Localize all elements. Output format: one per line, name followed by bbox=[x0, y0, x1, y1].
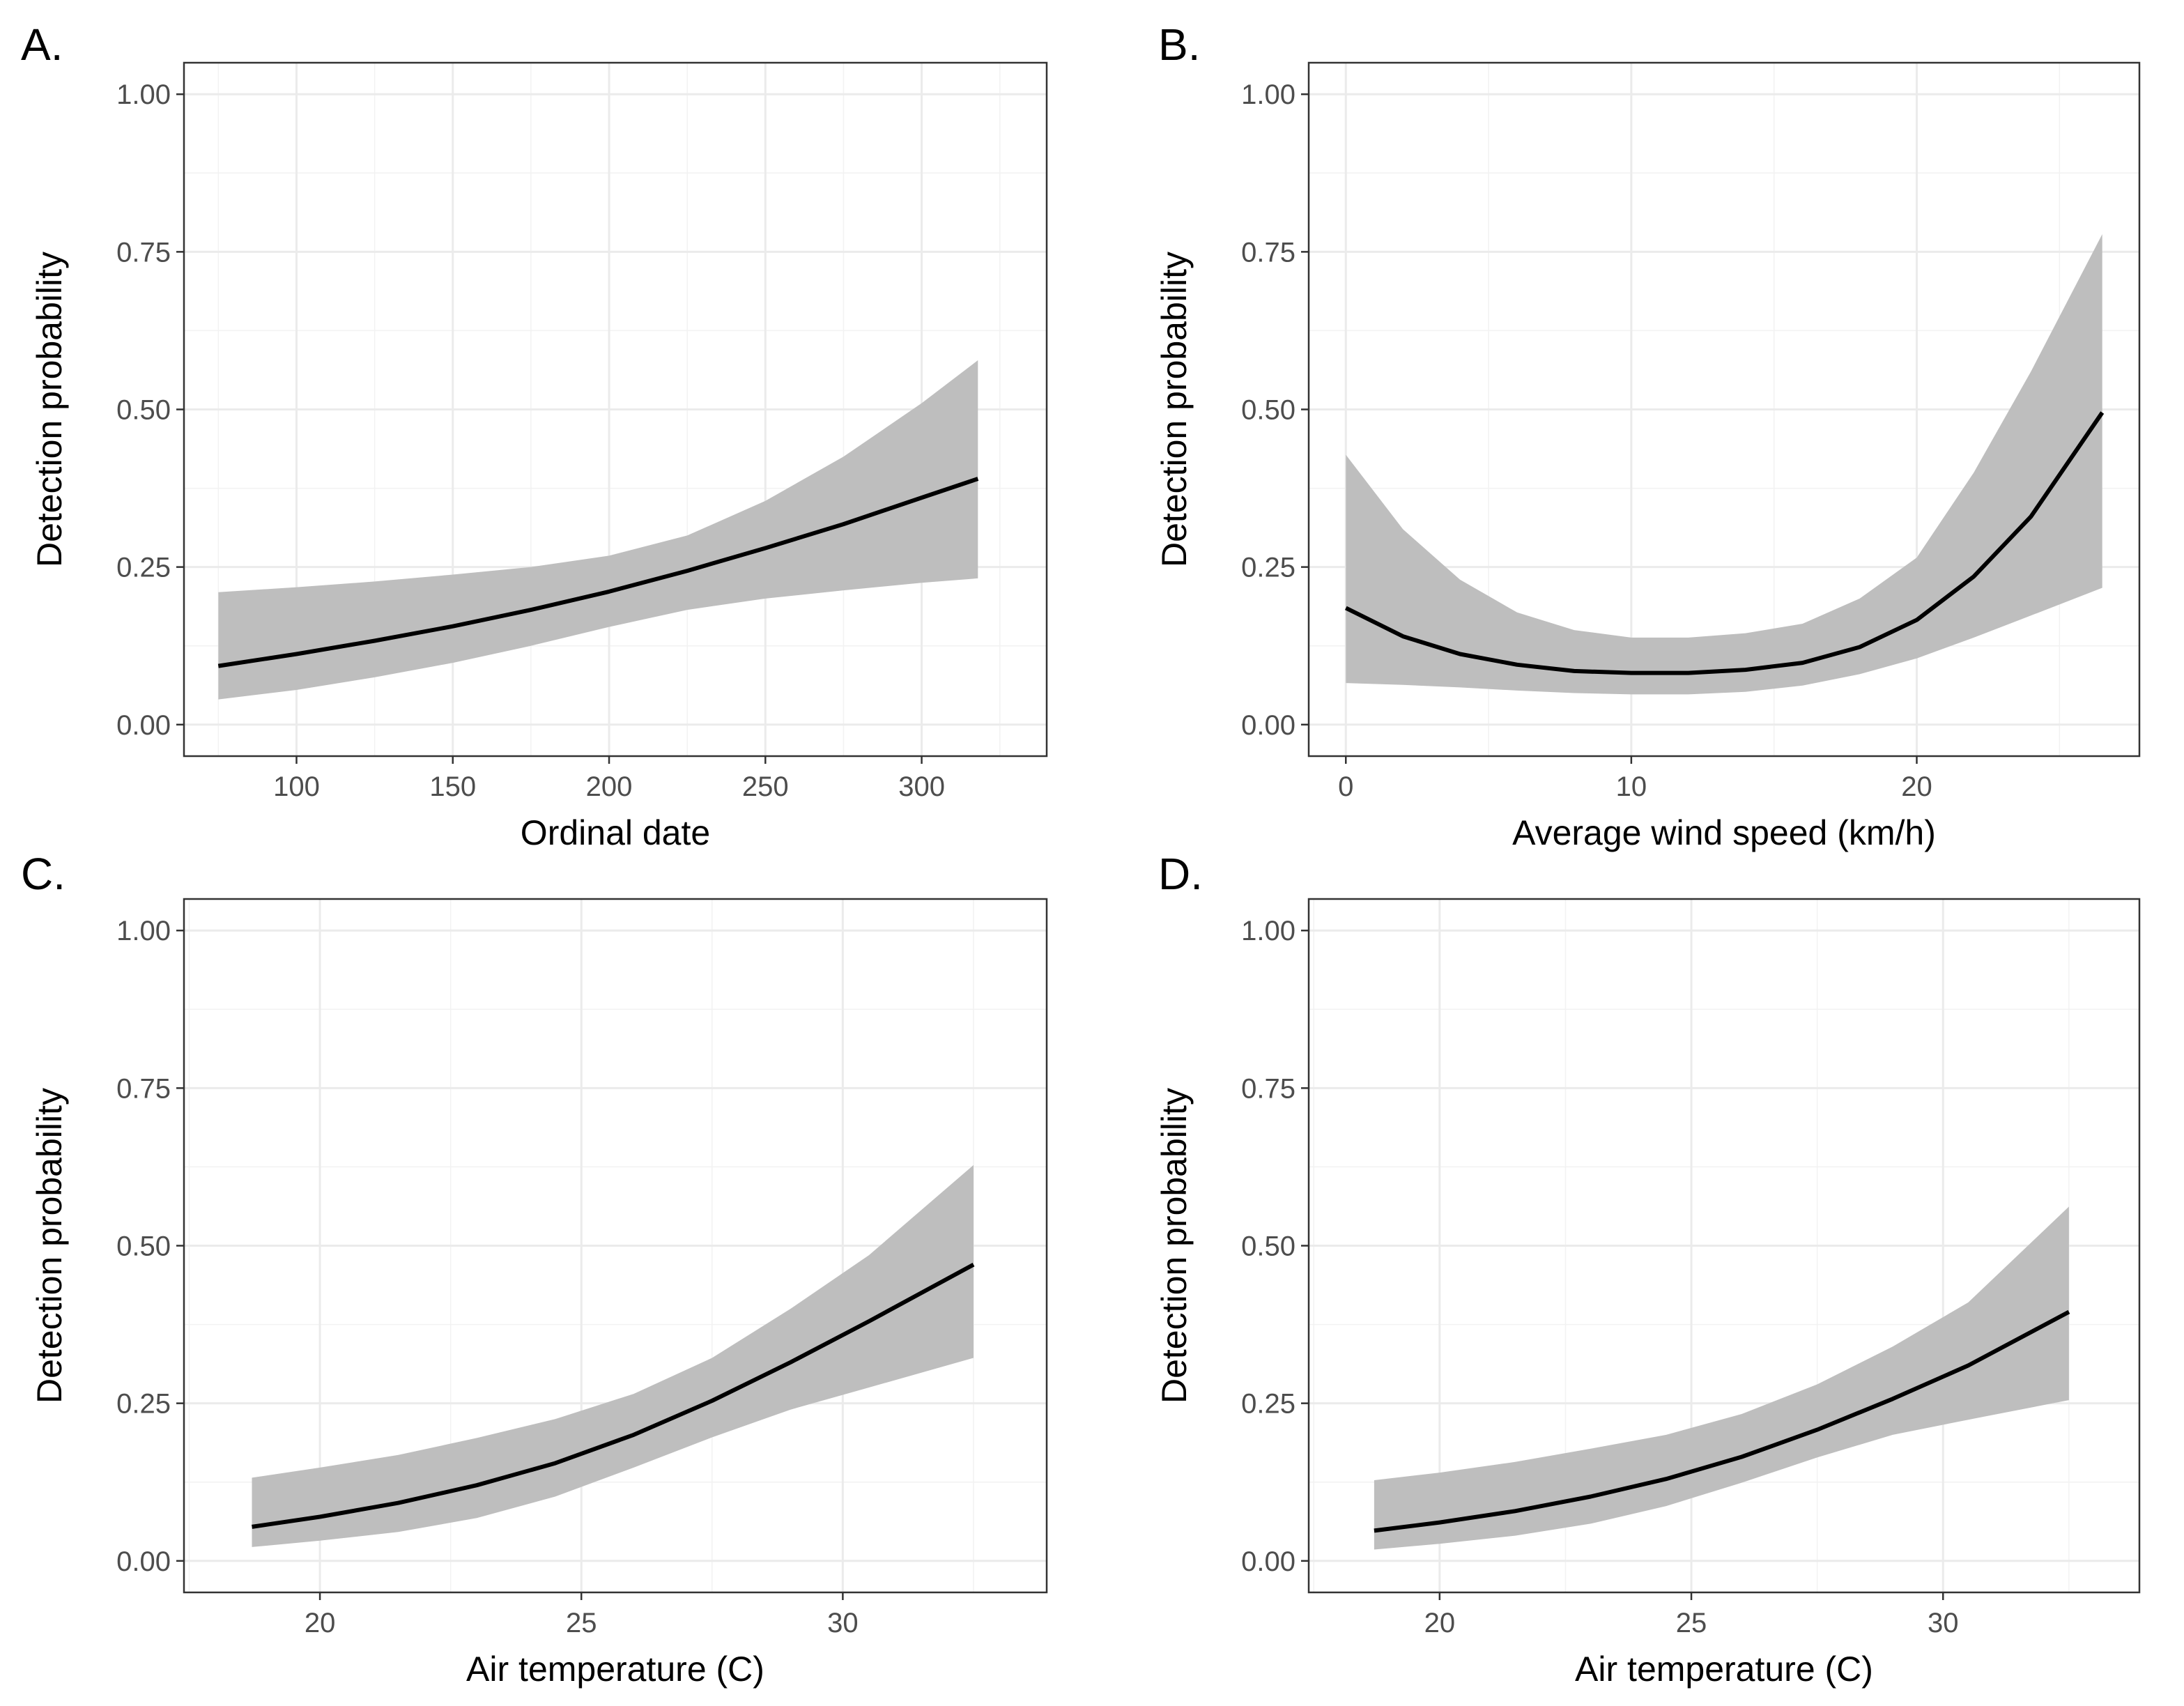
confidence-ribbon bbox=[252, 1165, 974, 1547]
y-tick-label: 0.25 bbox=[116, 553, 171, 583]
x-tick-label: 10 bbox=[1616, 771, 1647, 802]
panel-letter: A. bbox=[21, 20, 63, 70]
y-tick-label: 0.00 bbox=[116, 710, 171, 741]
y-axis-label: Detection probability bbox=[30, 252, 69, 567]
x-tick-label: 30 bbox=[1928, 1608, 1959, 1638]
confidence-ribbon bbox=[218, 360, 978, 700]
y-axis-label: Detection probability bbox=[30, 1088, 69, 1404]
x-tick-label: 20 bbox=[1901, 771, 1932, 802]
confidence-ribbon bbox=[1374, 1206, 2069, 1550]
fitted-line bbox=[217, 477, 979, 668]
panel-letter: B. bbox=[1158, 20, 1200, 70]
panel-letter: C. bbox=[21, 849, 66, 899]
y-tick-label: 0.50 bbox=[116, 395, 171, 426]
x-tick-label: 20 bbox=[1424, 1608, 1456, 1638]
x-tick-label: 20 bbox=[305, 1608, 336, 1638]
x-tick-label: 200 bbox=[586, 771, 633, 802]
x-axis-label: Air temperature (C) bbox=[1575, 1650, 1873, 1689]
x-tick-label: 150 bbox=[429, 771, 476, 802]
y-tick-label: 0.25 bbox=[1241, 553, 1295, 583]
y-tick-label: 0.50 bbox=[1241, 1231, 1295, 1262]
x-tick-label: 25 bbox=[566, 1608, 597, 1638]
fitted-line bbox=[252, 1262, 975, 1529]
panel-c: C. 0.00 0.25 0.50 0.75 1.00 20 25 30 Air temperat… bbox=[21, 849, 1048, 1689]
panel-b: B. 0.00 0.25 0.50 0.75 1.00 0 10 20 Average wind … bbox=[1155, 20, 2141, 852]
fitted-line bbox=[1344, 411, 2105, 675]
y-tick-label: 0.75 bbox=[116, 237, 171, 268]
x-axis-label: Average wind speed (km/h) bbox=[1512, 813, 1936, 852]
y-tick-label: 0.75 bbox=[1241, 1073, 1295, 1104]
y-tick-label: 0.50 bbox=[116, 1231, 171, 1262]
x-tick-label: 25 bbox=[1676, 1608, 1707, 1638]
y-tick-label: 1.00 bbox=[116, 79, 171, 110]
y-tick-label: 0.25 bbox=[116, 1389, 171, 1420]
panel-letter: D. bbox=[1158, 849, 1203, 899]
x-tick-label: 0 bbox=[1338, 771, 1353, 802]
y-tick-label: 0.00 bbox=[1241, 710, 1295, 741]
x-axis-label: Ordinal date bbox=[521, 813, 710, 852]
x-tick-label: 30 bbox=[827, 1608, 859, 1638]
y-tick-label: 0.00 bbox=[1241, 1546, 1295, 1577]
x-tick-label: 300 bbox=[898, 771, 945, 802]
x-axis-label: Air temperature (C) bbox=[466, 1650, 764, 1689]
y-tick-label: 1.00 bbox=[1241, 79, 1295, 110]
fitted-line bbox=[1374, 1309, 2070, 1533]
y-tick-label: 0.50 bbox=[1241, 395, 1295, 426]
y-tick-label: 0.75 bbox=[1241, 237, 1295, 268]
y-axis-label: Detection probability bbox=[1155, 252, 1194, 567]
panel-d: D. 0.00 0.25 0.50 0.75 1.00 20 25 30 Air temperat… bbox=[1155, 849, 2141, 1689]
y-tick-label: 1.00 bbox=[116, 916, 171, 946]
y-tick-label: 0.25 bbox=[1241, 1389, 1295, 1420]
y-axis-label: Detection probability bbox=[1155, 1088, 1194, 1404]
y-tick-label: 1.00 bbox=[1241, 916, 1295, 946]
y-tick-label: 0.00 bbox=[116, 1546, 171, 1577]
panel-a: A. 0.00 0.25 0.50 0.75 1.00 100 150 200 250 300 Ord… bbox=[21, 20, 1048, 852]
x-tick-label: 100 bbox=[273, 771, 320, 802]
x-tick-label: 250 bbox=[742, 771, 789, 802]
y-tick-label: 0.75 bbox=[116, 1073, 171, 1104]
confidence-ribbon bbox=[1346, 234, 2102, 695]
